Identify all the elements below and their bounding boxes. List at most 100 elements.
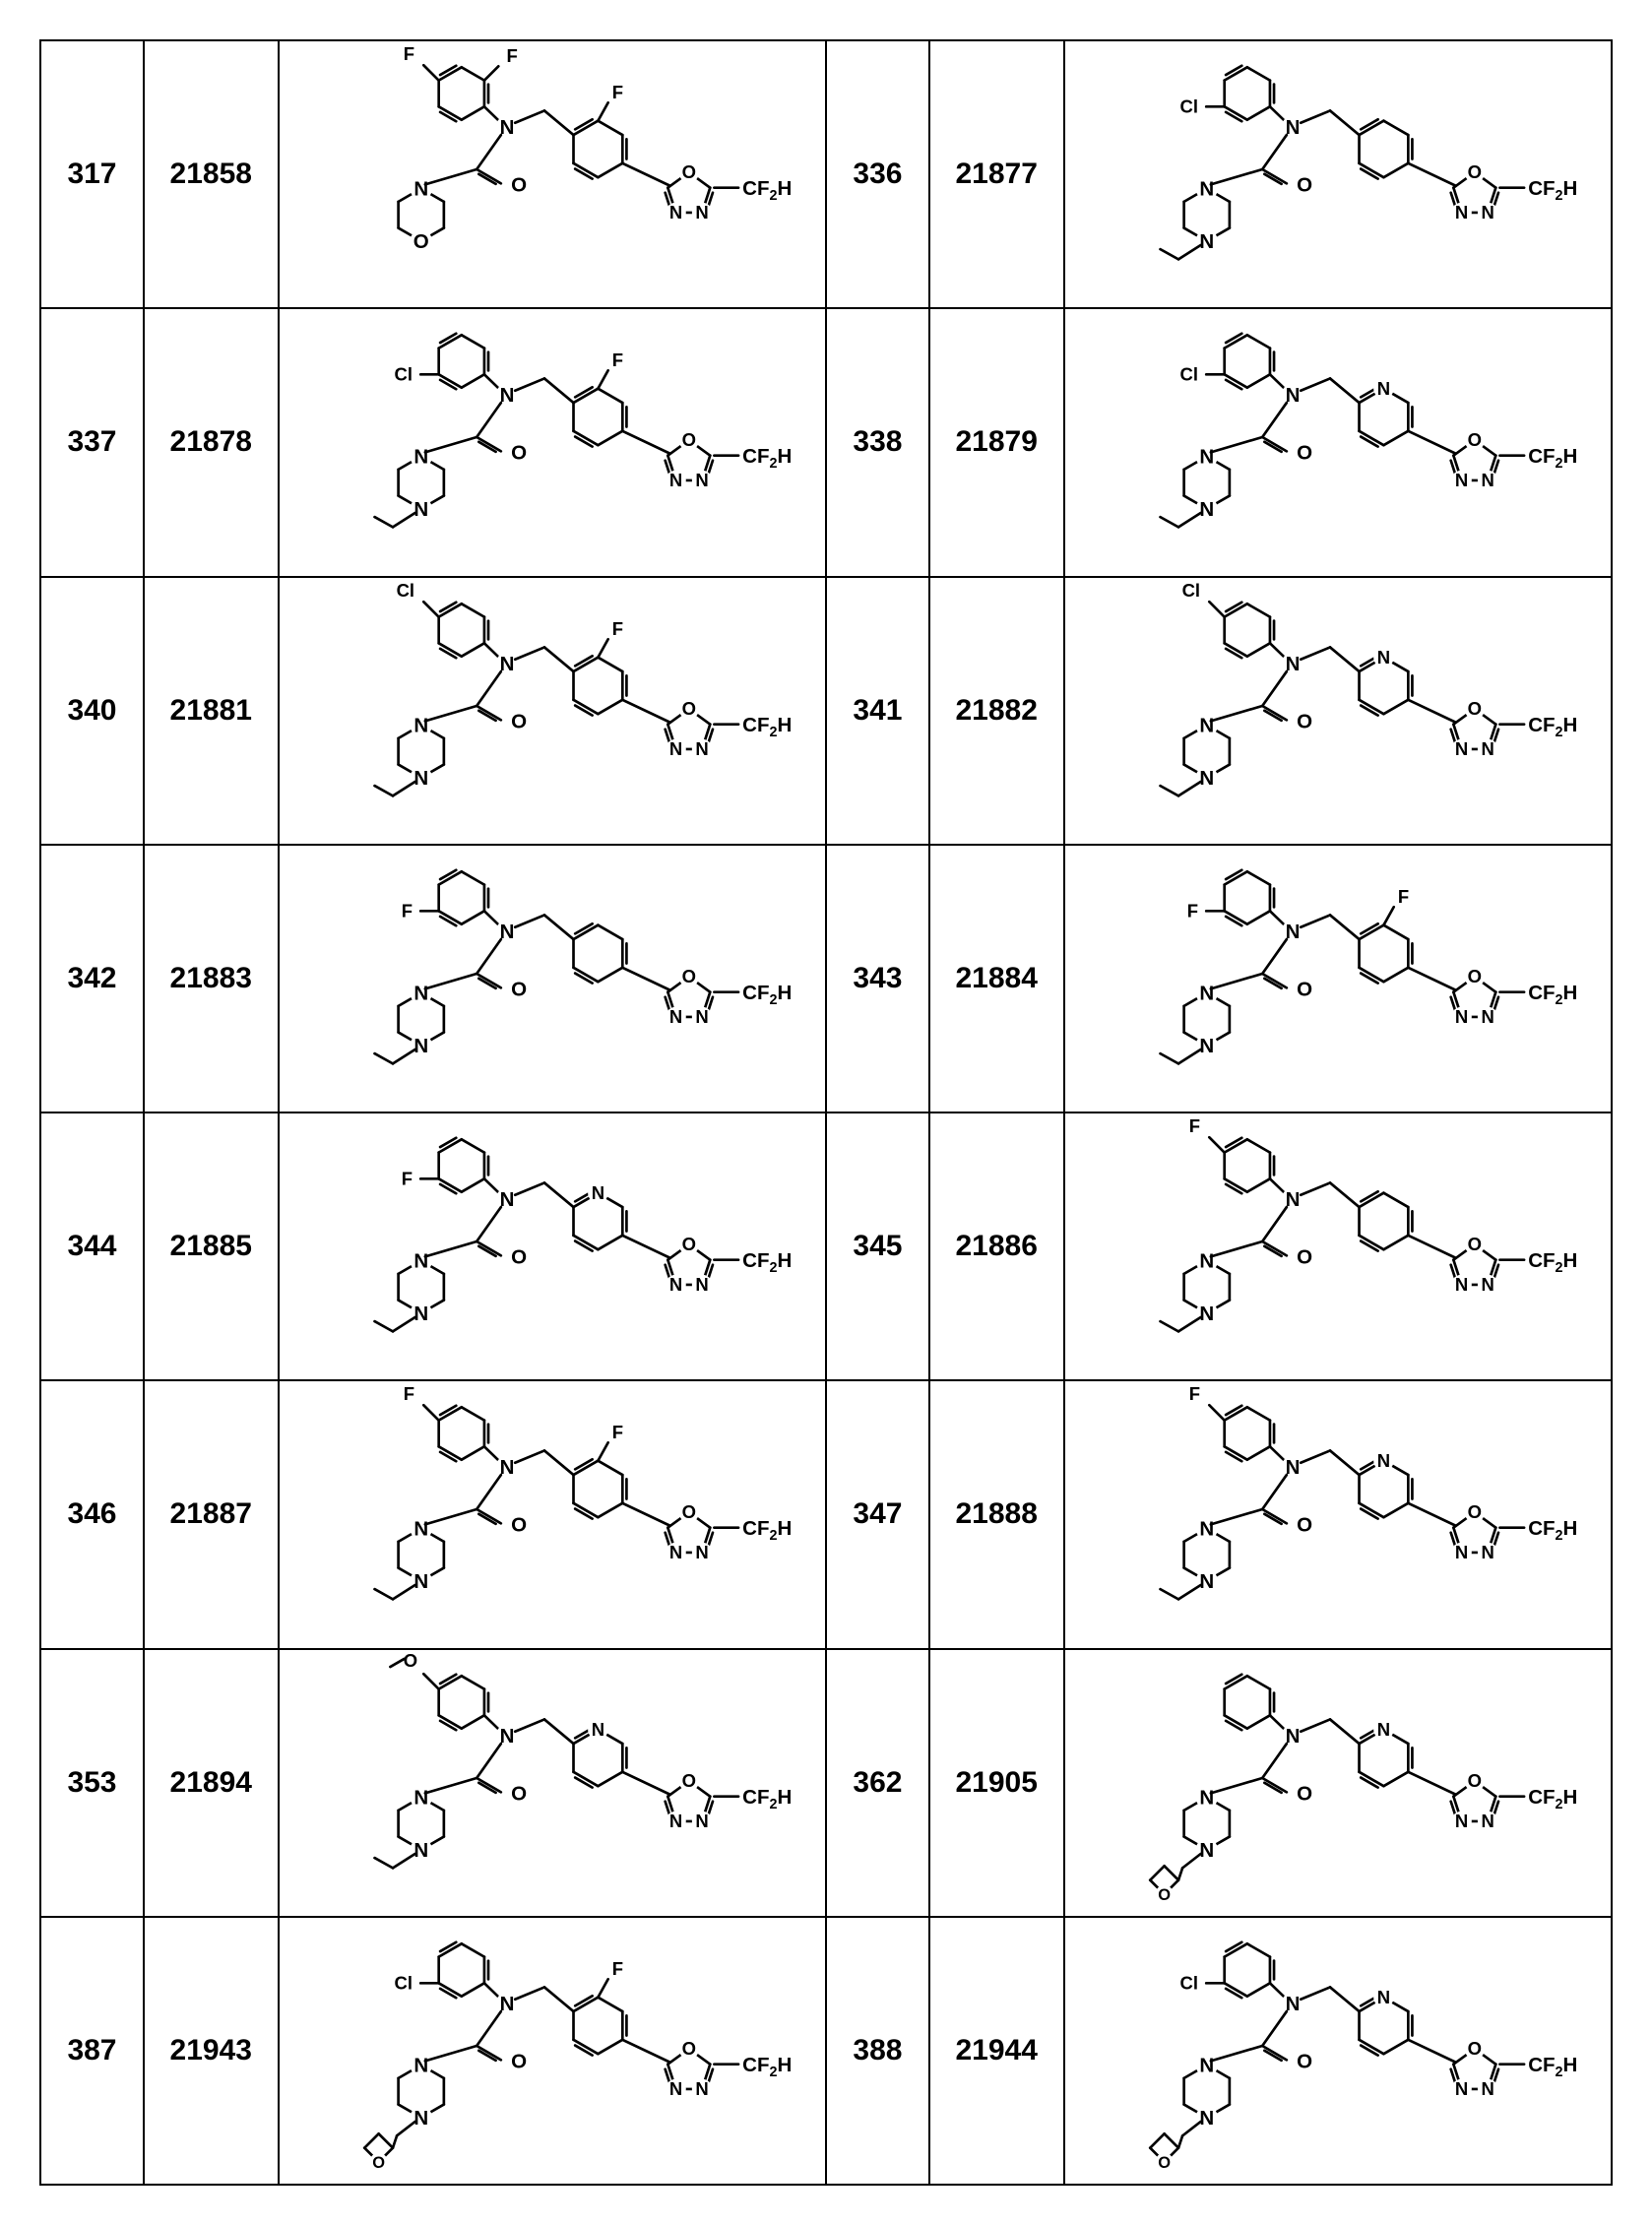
- compound-structure: ClNONNOFONNCF2H: [279, 1917, 826, 2185]
- svg-text:N: N: [1199, 498, 1214, 521]
- svg-text:O: O: [1467, 1770, 1481, 1791]
- svg-text:F: F: [1186, 900, 1197, 921]
- svg-text:O: O: [681, 966, 695, 986]
- compound-structure: FNONNONNCF2H: [279, 845, 826, 1112]
- svg-text:O: O: [1467, 429, 1481, 450]
- svg-text:F: F: [1188, 1383, 1199, 1404]
- svg-text:N: N: [1199, 1250, 1214, 1273]
- svg-text:N: N: [695, 202, 708, 222]
- svg-text:N: N: [1481, 202, 1493, 222]
- svg-text:O: O: [681, 1770, 695, 1791]
- table-row: 33721878ClNONNFONNCF2H33821879ClNONNNONN…: [40, 308, 1612, 576]
- svg-text:O: O: [1297, 710, 1312, 732]
- compound-id: 21888: [929, 1380, 1064, 1648]
- compound-id: 21878: [144, 308, 279, 576]
- compound-index: 341: [826, 577, 929, 845]
- svg-text:O: O: [511, 710, 527, 732]
- svg-text:CF2H: CF2H: [1528, 713, 1577, 739]
- svg-text:O: O: [1297, 2050, 1312, 2072]
- svg-text:O: O: [1297, 1514, 1312, 1537]
- table-row: 34621887FNONNFONNCF2H34721888FNONNNONNCF…: [40, 1380, 1612, 1648]
- svg-text:N: N: [695, 1274, 708, 1295]
- svg-text:Cl: Cl: [396, 580, 413, 601]
- structure-svg: FNONNONNCF2H: [280, 846, 825, 1112]
- compound-structure: FNONNFONNCF2H: [1064, 845, 1612, 1112]
- svg-text:O: O: [403, 1650, 416, 1671]
- compound-id: 21879: [929, 308, 1064, 576]
- compound-id: 21894: [144, 1649, 279, 1917]
- svg-text:CF2H: CF2H: [742, 445, 792, 472]
- svg-text:N: N: [1199, 982, 1214, 1004]
- svg-text:Cl: Cl: [1179, 364, 1197, 385]
- compound-id: 21882: [929, 577, 1064, 845]
- table-row: 34021881ClNONNFONNCF2H34121882ClNONNNONN…: [40, 577, 1612, 845]
- svg-text:N: N: [1481, 2078, 1493, 2099]
- svg-text:N: N: [695, 1006, 708, 1027]
- compound-index: 345: [826, 1112, 929, 1380]
- structure-svg: FNONNFONNCF2H: [280, 1381, 825, 1647]
- svg-text:N: N: [413, 714, 428, 736]
- svg-text:F: F: [1397, 886, 1408, 907]
- compound-index: 343: [826, 845, 929, 1112]
- compound-id: 21886: [929, 1112, 1064, 1380]
- svg-text:CF2H: CF2H: [1528, 177, 1577, 204]
- svg-text:N: N: [668, 202, 681, 222]
- svg-text:N: N: [413, 767, 428, 790]
- svg-text:N: N: [413, 2107, 428, 2130]
- svg-text:CF2H: CF2H: [742, 982, 792, 1008]
- svg-text:N: N: [695, 1542, 708, 1562]
- svg-text:N: N: [1454, 470, 1467, 490]
- svg-text:F: F: [611, 1958, 622, 1979]
- svg-text:O: O: [1467, 161, 1481, 182]
- compound-structure: ClNONNFONNCF2H: [279, 308, 826, 576]
- svg-text:F: F: [401, 900, 412, 921]
- svg-text:N: N: [1481, 1542, 1493, 1562]
- svg-text:O: O: [1297, 442, 1312, 465]
- compound-index: 388: [826, 1917, 929, 2185]
- svg-text:N: N: [1376, 1987, 1389, 2007]
- svg-text:N: N: [1199, 767, 1214, 790]
- svg-text:F: F: [403, 1383, 413, 1404]
- svg-text:N: N: [591, 1182, 604, 1203]
- structure-svg: ClNONNNONNCF2H: [1065, 309, 1611, 575]
- svg-text:N: N: [1199, 714, 1214, 736]
- compound-index: 340: [40, 577, 144, 845]
- svg-text:N: N: [1199, 178, 1214, 201]
- svg-text:N: N: [1481, 738, 1493, 759]
- svg-text:N: N: [1454, 2078, 1467, 2099]
- svg-text:N: N: [413, 2054, 428, 2076]
- svg-text:O: O: [681, 429, 695, 450]
- svg-text:N: N: [413, 498, 428, 521]
- svg-text:N: N: [1199, 1786, 1214, 1809]
- svg-text:N: N: [1481, 470, 1493, 490]
- svg-text:N: N: [1199, 230, 1214, 253]
- svg-text:N: N: [695, 1811, 708, 1831]
- svg-text:N: N: [695, 470, 708, 490]
- svg-text:Cl: Cl: [1181, 580, 1199, 601]
- svg-text:O: O: [1297, 1782, 1312, 1805]
- compound-table: 31721858FFNONOFONNCF2H33621877ClNONNONNC…: [39, 39, 1613, 2186]
- compound-index: 317: [40, 40, 144, 308]
- compound-structure: ClNONNNONNCF2H: [1064, 577, 1612, 845]
- svg-text:O: O: [1467, 698, 1481, 719]
- svg-text:N: N: [413, 1035, 428, 1057]
- compound-structure: FFNONOFONNCF2H: [279, 40, 826, 308]
- svg-text:N: N: [668, 2078, 681, 2099]
- table-row: 38721943ClNONNOFONNCF2H38821944ClNONNONO…: [40, 1917, 1612, 2185]
- compound-id: 21881: [144, 577, 279, 845]
- svg-text:N: N: [413, 1250, 428, 1273]
- svg-text:O: O: [1467, 1501, 1481, 1522]
- svg-text:O: O: [413, 230, 428, 253]
- svg-text:N: N: [413, 1839, 428, 1862]
- structure-svg: FNONNONNCF2H: [1065, 1113, 1611, 1379]
- compound-id: 21944: [929, 1917, 1064, 2185]
- svg-text:N: N: [413, 446, 428, 469]
- svg-text:CF2H: CF2H: [742, 713, 792, 739]
- structure-svg: FNONNNONNCF2H: [280, 1113, 825, 1379]
- svg-text:N: N: [413, 982, 428, 1004]
- compound-index: 353: [40, 1649, 144, 1917]
- svg-text:O: O: [681, 161, 695, 182]
- svg-text:N: N: [1481, 1811, 1493, 1831]
- compound-id: 21877: [929, 40, 1064, 308]
- svg-text:O: O: [511, 2050, 527, 2072]
